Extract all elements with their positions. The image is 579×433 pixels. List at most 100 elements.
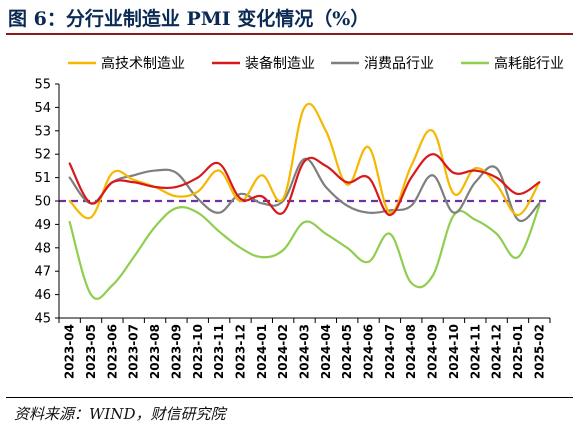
data-point-consumer-goods xyxy=(69,177,71,179)
data-point-consumer-goods xyxy=(175,172,177,174)
data-point-high-tech-manufacturing xyxy=(517,214,519,216)
title-divider xyxy=(6,33,573,35)
data-point-equipment-manufacturing xyxy=(90,202,92,204)
data-point-equipment-manufacturing xyxy=(453,172,455,174)
data-point-equipment-manufacturing xyxy=(218,163,220,165)
y-tick-label: 54 xyxy=(34,101,51,116)
x-tick-label: 2023-11 xyxy=(212,324,226,379)
x-tick-label: 2024-09 xyxy=(426,324,440,379)
data-point-high-tech-manufacturing xyxy=(261,174,263,176)
data-point-high-tech-manufacturing xyxy=(133,179,135,181)
data-point-equipment-manufacturing xyxy=(368,177,370,179)
legend-label-high-tech-manufacturing: 高技术制造业 xyxy=(101,55,185,72)
data-point-equipment-manufacturing xyxy=(346,181,348,183)
data-point-consumer-goods xyxy=(474,181,476,183)
x-tick-label: 2024-04 xyxy=(319,324,333,379)
data-point-consumer-goods xyxy=(496,167,498,169)
x-tick-label: 2024-07 xyxy=(383,324,397,379)
x-tick-label: 2023-10 xyxy=(191,324,205,379)
data-point-high-energy-consumption xyxy=(453,214,455,216)
data-point-high-tech-manufacturing xyxy=(368,146,370,148)
data-point-equipment-manufacturing xyxy=(538,181,540,183)
y-tick-label: 47 xyxy=(34,265,51,280)
data-point-high-tech-manufacturing xyxy=(389,212,391,214)
x-tick-label: 2023-05 xyxy=(84,324,98,379)
data-point-high-tech-manufacturing xyxy=(474,167,476,169)
data-point-high-energy-consumption xyxy=(154,226,156,228)
data-point-consumer-goods xyxy=(239,193,241,195)
y-tick-label: 51 xyxy=(34,171,51,186)
data-point-equipment-manufacturing xyxy=(282,212,284,214)
data-point-equipment-manufacturing xyxy=(496,177,498,179)
series-line-equipment-manufacturing xyxy=(68,153,541,217)
data-point-high-energy-consumption xyxy=(368,261,370,263)
data-point-high-energy-consumption xyxy=(410,282,412,284)
x-tick-label: 2024-02 xyxy=(276,324,290,379)
data-point-consumer-goods xyxy=(432,174,434,176)
data-point-high-tech-manufacturing xyxy=(453,193,455,195)
data-point-equipment-manufacturing xyxy=(261,195,263,197)
data-point-high-energy-consumption xyxy=(346,247,348,249)
data-point-high-tech-manufacturing xyxy=(218,170,220,172)
y-tick-label: 50 xyxy=(34,195,51,210)
data-point-high-energy-consumption xyxy=(304,221,306,223)
y-tick-label: 55 xyxy=(34,78,51,93)
data-point-equipment-manufacturing xyxy=(325,165,327,167)
x-tick-label: 2023-07 xyxy=(127,324,141,379)
legend: 高技术制造业 装备制造业 消费品行业 高耗能行业 xyxy=(68,55,564,72)
x-tick-label: 2024-05 xyxy=(340,324,354,379)
series-line-consumer-goods xyxy=(68,157,541,223)
data-point-high-energy-consumption xyxy=(69,221,71,223)
data-point-equipment-manufacturing xyxy=(389,214,391,216)
data-point-consumer-goods xyxy=(368,212,370,214)
x-tick-label: 2023-04 xyxy=(63,324,77,379)
x-tick-label: 2025-02 xyxy=(532,324,546,379)
data-point-high-tech-manufacturing xyxy=(496,184,498,186)
y-tick-label: 53 xyxy=(34,124,51,139)
data-point-high-tech-manufacturing xyxy=(197,191,199,193)
data-point-consumer-goods xyxy=(517,219,519,221)
data-point-high-energy-consumption xyxy=(282,249,284,251)
source-note: 资料来源：WIND，财信研究院 xyxy=(14,405,226,423)
data-point-high-energy-consumption xyxy=(175,207,177,209)
data-point-high-energy-consumption xyxy=(389,233,391,235)
data-point-high-tech-manufacturing xyxy=(111,172,113,174)
data-point-high-energy-consumption xyxy=(432,275,434,277)
data-point-equipment-manufacturing xyxy=(304,160,306,162)
figure-title: 图 6：分行业制造业 PMI 变化情况（%） xyxy=(8,8,370,30)
x-tick-label: 2023-12 xyxy=(233,324,247,379)
legend-label-high-energy-consumption: 高耗能行业 xyxy=(494,55,564,72)
legend-label-consumer-goods: 消费品行业 xyxy=(364,56,434,72)
data-point-high-energy-consumption xyxy=(496,233,498,235)
x-tick-label: 2025-01 xyxy=(511,324,525,379)
data-point-high-tech-manufacturing xyxy=(282,198,284,200)
data-point-equipment-manufacturing xyxy=(474,170,476,172)
x-tick-label: 2024-06 xyxy=(362,324,376,379)
y-tick-label: 48 xyxy=(34,241,51,256)
x-tick-label: 2024-10 xyxy=(447,324,461,379)
data-point-consumer-goods xyxy=(325,186,327,188)
data-point-equipment-manufacturing xyxy=(239,198,241,200)
data-point-high-energy-consumption xyxy=(239,247,241,249)
data-point-consumer-goods xyxy=(410,205,412,207)
x-tick-label: 2023-06 xyxy=(105,324,119,379)
data-point-consumer-goods xyxy=(453,212,455,214)
data-point-consumer-goods xyxy=(218,212,220,214)
data-point-equipment-manufacturing xyxy=(432,153,434,155)
data-point-equipment-manufacturing xyxy=(175,186,177,188)
x-tick-label: 2024-12 xyxy=(490,324,504,379)
data-point-consumer-goods xyxy=(538,202,540,204)
data-point-consumer-goods xyxy=(197,198,199,200)
x-tick-label: 2024-08 xyxy=(404,324,418,379)
y-tick-label: 52 xyxy=(34,148,51,163)
x-tick-label: 2023-08 xyxy=(148,324,162,379)
data-point-high-energy-consumption xyxy=(90,294,92,296)
data-point-high-energy-consumption xyxy=(111,284,113,286)
axes: 45 46 47 48 49 50 51 52 53 54 55 2023-04 2023-05 2023… xyxy=(34,78,551,379)
data-point-equipment-manufacturing xyxy=(154,186,156,188)
data-point-consumer-goods xyxy=(261,202,263,204)
data-point-high-tech-manufacturing xyxy=(432,130,434,132)
data-point-consumer-goods xyxy=(133,174,135,176)
data-point-equipment-manufacturing xyxy=(410,177,412,179)
pmi-line-chart: 高技术制造业 装备制造业 消费品行业 高耗能行业 45 46 47 48 49 50 51 52 53… xyxy=(34,55,564,379)
